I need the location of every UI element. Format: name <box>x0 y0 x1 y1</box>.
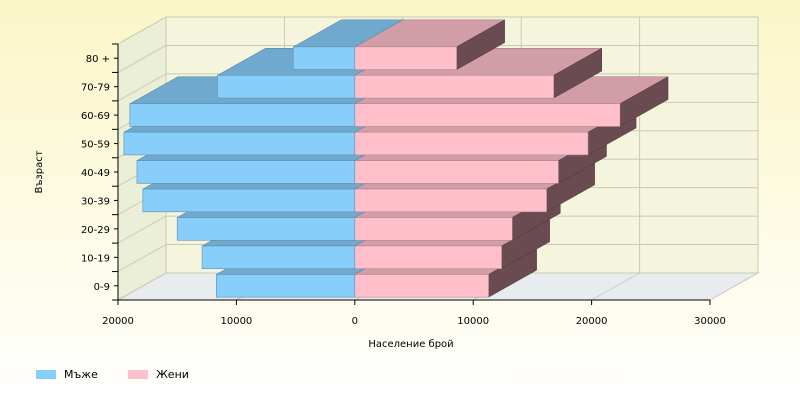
y-tick-label-30-39: 30-39 <box>81 196 110 207</box>
y-tick-label-60-69: 60-69 <box>81 111 110 122</box>
bar-front-face <box>142 188 356 213</box>
legend-label-women: Жени <box>155 368 189 381</box>
legend-label-men: Мъже <box>64 368 98 381</box>
bar-front-face <box>354 74 555 99</box>
side-grid-line <box>117 73 167 102</box>
y-tick-label-20-29: 20-29 <box>81 225 110 236</box>
x-axis-title: Население брой <box>368 339 453 350</box>
bar-Жени-80 + <box>353 19 506 71</box>
y-tick-label-70-79: 70-79 <box>81 83 110 94</box>
bar-front-face <box>129 103 356 127</box>
x-tick-label-3: 10000 <box>457 316 489 327</box>
bars-layer <box>122 19 669 298</box>
bar-front-face <box>176 217 356 241</box>
x-tick-label-0: 20000 <box>102 316 134 327</box>
legend-item-men: Мъже <box>36 368 98 381</box>
axes-layer: 0-9 10-19 20-29 30-39 40-49 50-59 60-69 70-79 80… <box>81 43 726 327</box>
y-tick-label-50-59: 50-59 <box>81 140 110 151</box>
bar-Мъже-80 + <box>292 19 404 70</box>
bar-front-face <box>201 245 356 270</box>
y-axis-title: Възраст <box>34 150 45 193</box>
bar-front-face <box>354 274 489 298</box>
bar-front-face <box>354 131 589 156</box>
bar-front-face <box>354 103 621 127</box>
floor-grid-line <box>709 272 759 301</box>
bar-front-face <box>292 46 356 70</box>
bar-front-face <box>354 217 513 241</box>
legend-item-women: Жени <box>127 368 189 381</box>
x-tick-label-4: 20000 <box>576 316 608 327</box>
y-tick-label-0-9: 0-9 <box>94 282 110 293</box>
legend-swatch-women <box>127 370 148 379</box>
side-grid-line <box>117 16 167 45</box>
legend: Мъже Жени <box>36 368 189 381</box>
x-tick-label-5: 30000 <box>694 316 726 327</box>
bar-front-face <box>354 46 457 70</box>
legend-swatch-men <box>36 370 56 379</box>
bar-front-face <box>217 74 356 99</box>
floor-grid-line <box>591 272 640 301</box>
bar-front-face <box>136 160 356 184</box>
y-tick-label-10-19: 10-19 <box>81 253 110 264</box>
y-tick-label-40-49: 40-49 <box>81 168 110 179</box>
side-grid-line <box>117 215 167 244</box>
side-grid-line <box>117 45 167 73</box>
bar-front-face <box>354 245 502 270</box>
y-tick-label-80 +: 80 + <box>86 54 110 65</box>
x-tick-label-2: 0 <box>352 316 358 327</box>
bar-front-face <box>354 160 559 184</box>
x-tick-label-1: 10000 <box>220 316 252 327</box>
bar-front-face <box>123 131 356 156</box>
bar-front-face <box>215 274 356 298</box>
side-grid-line <box>117 244 167 272</box>
side-grid-line <box>117 272 167 301</box>
bar-front-face <box>354 188 547 213</box>
